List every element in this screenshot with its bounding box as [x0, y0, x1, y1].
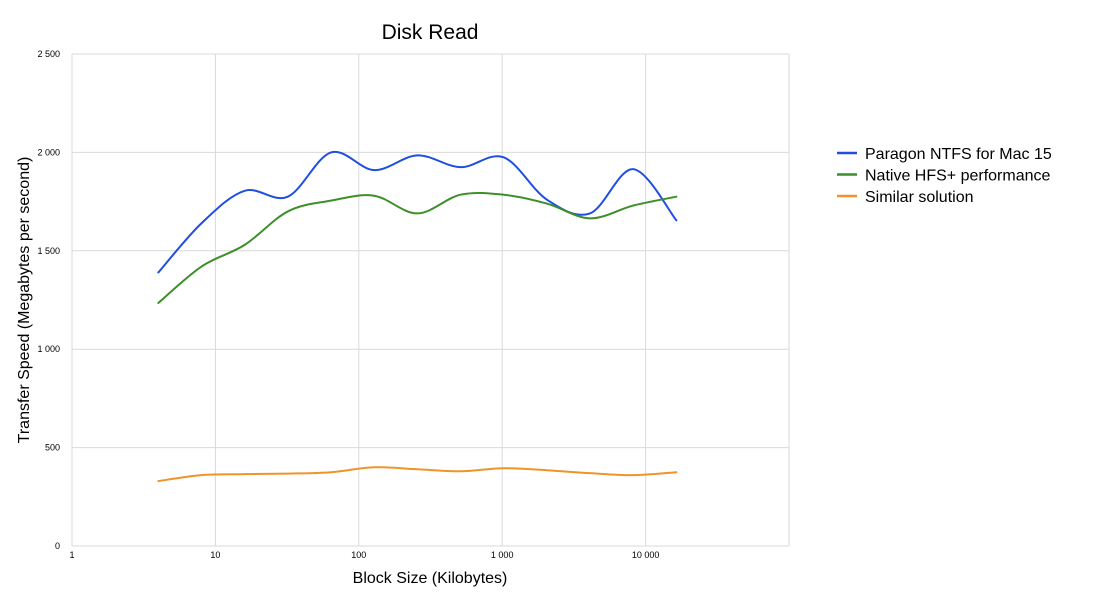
y-axis-label: Transfer Speed (Megabytes per second)	[16, 157, 33, 444]
series-line-similar-solution	[157, 466, 678, 483]
axis-ticks: 0 500 1 000 1 500 2 000 2 500 1 10 100 1 000 10 00…	[37, 49, 659, 560]
grid-lines	[71, 53, 790, 547]
y-tick-label: 2 000	[37, 147, 60, 157]
x-tick-label: 10	[210, 550, 220, 560]
y-tick-label: 500	[45, 443, 60, 453]
chart-title: Disk Read	[382, 21, 479, 44]
y-tick-label: 1 000	[37, 344, 60, 354]
x-axis-label: Block Size (Kilobytes)	[353, 570, 508, 587]
y-tick-label: 1 500	[37, 246, 60, 256]
series-line-native-hfs-performance	[157, 191, 678, 304]
series-line-paragon-ntfs-for-mac-15	[157, 150, 678, 274]
legend-label: Similar solution	[865, 189, 973, 206]
y-tick-label: 0	[55, 541, 60, 551]
y-tick-label: 2 500	[37, 49, 60, 59]
x-tick-label: 100	[351, 550, 366, 560]
series-lines	[157, 150, 678, 483]
x-tick-label: 10 000	[632, 550, 660, 560]
legend-label: Paragon NTFS for Mac 15	[865, 146, 1052, 163]
legend-label: Native HFS+ performance	[865, 168, 1051, 185]
x-tick-label: 1	[69, 550, 74, 560]
x-tick-label: 1 000	[491, 550, 514, 560]
legend: Paragon NTFS for Mac 15 Native HFS+ perfo…	[837, 146, 1052, 206]
